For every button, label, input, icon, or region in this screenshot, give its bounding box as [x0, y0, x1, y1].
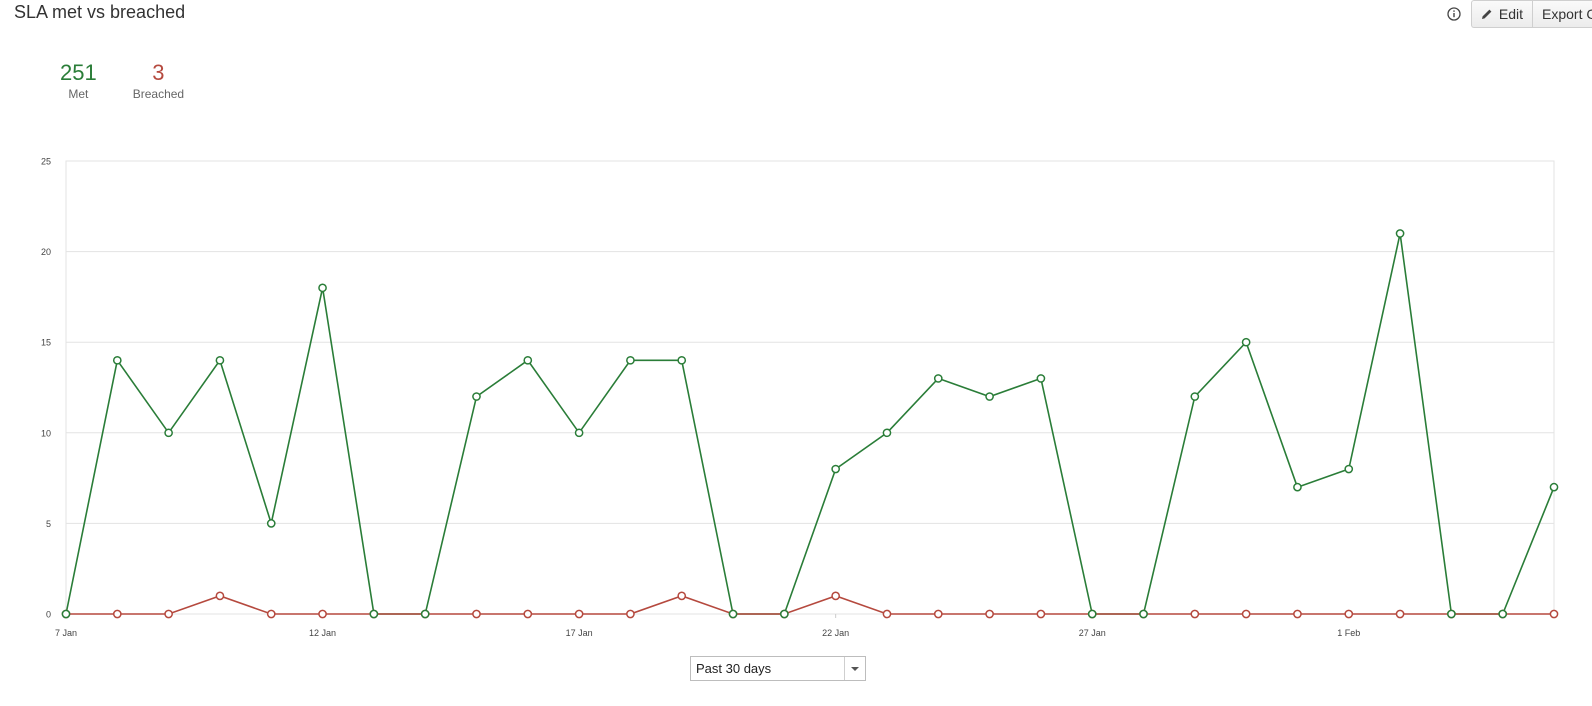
- breached-point: [882, 609, 892, 619]
- sla-line-chart: 0 5 10 15 20 25 7 Jan 12 Jan 17 Jan 22 Jan 27 Jan 1…: [41, 157, 1559, 638]
- breached-point: [523, 609, 533, 619]
- met-point: [1293, 482, 1302, 492]
- met-point: [831, 464, 841, 474]
- breached-point: [1293, 609, 1302, 619]
- breached-point: [831, 591, 841, 601]
- met-point: [574, 428, 584, 438]
- x-tick-label: 7 Jan: [55, 628, 77, 638]
- met-point: [1241, 337, 1251, 347]
- edit-button[interactable]: Edit: [1472, 1, 1532, 27]
- export-button-label: Export CSV: [1542, 6, 1592, 22]
- action-button-group: Edit Export CSV: [1470, 0, 1592, 28]
- met-point: [677, 355, 687, 365]
- met-point: [112, 355, 122, 365]
- y-tick-label: 5: [46, 519, 51, 529]
- met-point: [318, 283, 327, 293]
- y-tick-label: 25: [41, 157, 51, 167]
- met-point: [626, 355, 635, 365]
- met-point: [215, 355, 225, 365]
- met-label: Met: [68, 87, 89, 101]
- breached-label: Breached: [132, 87, 185, 101]
- export-csv-button[interactable]: Export CSV: [1532, 1, 1592, 27]
- date-range-value: Past 30 days: [696, 661, 772, 676]
- met-point: [523, 355, 533, 365]
- met-point: [1447, 609, 1456, 619]
- met-count: 251: [60, 60, 97, 85]
- met-point: [369, 609, 379, 619]
- breached-point: [985, 609, 994, 619]
- breached-point: [164, 609, 173, 619]
- chevron-down-icon: [851, 667, 859, 671]
- met-point: [1087, 609, 1097, 619]
- x-tick-label: 1 Feb: [1337, 628, 1360, 638]
- x-tick-label: 22 Jan: [822, 628, 849, 638]
- breached-point: [1241, 609, 1251, 619]
- met-point: [933, 374, 943, 383]
- met-stat: 251 Met: [60, 60, 97, 101]
- x-tick-label: 12 Jan: [309, 628, 336, 638]
- breached-point: [933, 609, 943, 619]
- breached-point: [215, 591, 225, 601]
- met-point: [728, 609, 738, 619]
- met-point: [1395, 229, 1405, 238]
- date-range-select[interactable]: Past 30 days: [690, 656, 866, 681]
- dropdown-toggle[interactable]: [844, 657, 865, 680]
- y-tick-label: 0: [46, 610, 51, 620]
- met-point: [1036, 374, 1046, 383]
- met-point: [1344, 464, 1354, 474]
- breached-point: [1549, 609, 1559, 619]
- x-tick-label: 27 Jan: [1079, 628, 1106, 638]
- page-title: SLA met vs breached: [14, 2, 186, 22]
- breached-point: [112, 609, 122, 619]
- header-actions: Edit Export CSV: [1447, 0, 1592, 28]
- met-point: [420, 609, 430, 619]
- breached-point: [472, 609, 481, 619]
- met-point: [1139, 609, 1148, 619]
- edit-button-label: Edit: [1498, 6, 1523, 22]
- breached-point: [266, 609, 276, 619]
- y-tick-label: 20: [41, 247, 51, 257]
- met-series-line: [65, 233, 1555, 615]
- info-icon[interactable]: [1447, 7, 1461, 21]
- pencil-icon: [1481, 9, 1492, 19]
- met-point: [985, 392, 994, 401]
- y-tick-label: 10: [41, 428, 51, 438]
- breached-stat: 3 Breached: [133, 60, 184, 101]
- met-point: [61, 609, 71, 619]
- y-tick-label: 15: [41, 338, 51, 348]
- breached-series-line: [66, 595, 1554, 615]
- met-point: [266, 519, 276, 528]
- breached-point: [574, 609, 584, 619]
- met-point: [164, 428, 173, 438]
- met-point: [1190, 392, 1200, 401]
- breached-count: 3: [152, 60, 165, 85]
- breached-point: [1344, 609, 1354, 619]
- met-point: [472, 392, 481, 401]
- breached-point: [626, 609, 635, 619]
- met-point: [1549, 482, 1559, 492]
- breached-point: [677, 591, 687, 601]
- met-point: [1498, 609, 1508, 619]
- met-point: [779, 609, 789, 619]
- breached-point: [1395, 609, 1405, 619]
- plot-area-border: [65, 160, 1555, 615]
- breached-point: [318, 609, 327, 619]
- breached-point: [1036, 609, 1046, 619]
- met-point: [882, 428, 892, 438]
- summary-stats: 251 Met 3 Breached: [60, 60, 220, 101]
- x-tick-label: 17 Jan: [566, 628, 593, 638]
- breached-point: [1190, 609, 1200, 619]
